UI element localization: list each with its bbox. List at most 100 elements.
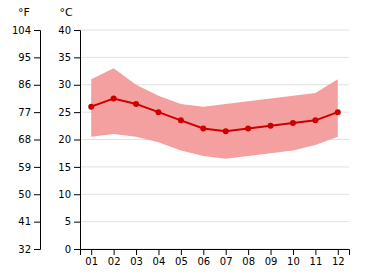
point <box>223 128 229 134</box>
axis-title: °C <box>59 6 73 19</box>
tick-label: 04 <box>153 256 166 267</box>
tick-label: 08 <box>242 256 255 267</box>
tick-mark <box>114 249 115 255</box>
tick-mark <box>158 249 159 255</box>
grid-line <box>80 57 349 58</box>
tick-mark <box>74 222 80 223</box>
grid-line <box>80 30 349 31</box>
tick-mark <box>203 249 204 255</box>
tick-mark <box>74 112 80 113</box>
tick: 40 <box>58 25 80 36</box>
tick: 10 <box>58 189 80 200</box>
point <box>200 126 206 132</box>
tick: 02 <box>108 249 121 267</box>
tick: 59 <box>18 162 40 173</box>
tick-mark <box>181 249 182 255</box>
tick-label: 77 <box>18 107 31 118</box>
point <box>88 104 94 110</box>
tick-mark <box>74 249 80 250</box>
grid <box>80 30 349 249</box>
tick-label: 86 <box>18 79 31 90</box>
tick-label: 12 <box>332 256 345 267</box>
tick-mark <box>136 249 137 255</box>
tick-label: 41 <box>18 216 31 227</box>
tick-mark <box>248 249 249 255</box>
tick: 01 <box>85 249 98 267</box>
tick-label: 09 <box>265 256 278 267</box>
tick-label: 15 <box>58 162 71 173</box>
tick-mark <box>271 249 272 255</box>
tick-label: 104 <box>12 25 31 36</box>
tick-label: 40 <box>58 25 71 36</box>
tick: 50 <box>18 189 40 200</box>
tick-label: 50 <box>18 189 31 200</box>
tick-label: 10 <box>58 189 71 200</box>
plot-area: 0102030405060708091011120510152025303540… <box>12 6 350 267</box>
tick-label: 68 <box>18 134 31 145</box>
tick-mark <box>34 85 40 86</box>
tick: 95 <box>18 52 40 63</box>
tick-label: 07 <box>220 256 233 267</box>
tick: 20 <box>58 134 80 145</box>
grid-line <box>80 194 349 195</box>
tick: 11 <box>310 249 323 267</box>
tick-label: 06 <box>197 256 210 267</box>
tick-mark <box>74 194 80 195</box>
y-axis-celsius: 0510152025303540 <box>58 25 80 255</box>
range-band <box>91 68 338 158</box>
tick-label: 5 <box>65 216 71 227</box>
axis-line <box>81 250 350 256</box>
tick: 32 <box>18 244 40 255</box>
tick-mark <box>34 167 40 168</box>
chart: 0102030405060708091011120510152025303540… <box>0 0 365 273</box>
tick-mark <box>34 249 40 250</box>
tick-label: 30 <box>58 79 71 90</box>
tick: 41 <box>18 216 40 227</box>
point <box>335 109 341 115</box>
tick-label: 01 <box>85 256 98 267</box>
tick-label: 20 <box>58 134 71 145</box>
tick-mark <box>34 57 40 58</box>
tick: 86 <box>18 79 40 90</box>
tick-mark <box>91 249 92 255</box>
point <box>268 123 274 129</box>
tick-mark <box>34 194 40 195</box>
tick: 30 <box>58 79 80 90</box>
tick-label: 10 <box>287 256 300 267</box>
x-axis: 010203040506070809101112 <box>81 249 350 267</box>
tick-label: 0 <box>65 244 71 255</box>
tick: 77 <box>18 107 40 118</box>
tick: 5 <box>65 216 80 227</box>
tick-label: 59 <box>18 162 31 173</box>
tick: 10 <box>287 249 300 267</box>
point <box>178 117 184 123</box>
point <box>245 126 251 132</box>
y-axis-fahrenheit: 32 41 50 59 68 77 86 95 104 <box>12 25 41 255</box>
grid-line <box>80 221 349 222</box>
tick-label: 02 <box>108 256 121 267</box>
tick-mark <box>74 57 80 58</box>
axis-line <box>74 31 81 250</box>
tick-label: 05 <box>175 256 188 267</box>
tick-mark <box>226 249 227 255</box>
tick: 12 <box>332 249 345 267</box>
tick-label: 11 <box>310 256 323 267</box>
tick: 05 <box>175 249 188 267</box>
point <box>111 95 117 101</box>
tick-mark <box>34 30 40 31</box>
tick-label: 25 <box>58 107 71 118</box>
tick-mark <box>34 222 40 223</box>
grid-line <box>80 166 349 167</box>
tick: 09 <box>265 249 278 267</box>
tick-mark <box>34 140 40 141</box>
tick: 04 <box>153 249 166 267</box>
tick-mark <box>74 167 80 168</box>
tick-mark <box>34 112 40 113</box>
tick: 0 <box>65 244 80 255</box>
tick-mark <box>74 30 80 31</box>
tick: 06 <box>197 249 210 267</box>
marks <box>88 68 341 158</box>
tick: 15 <box>58 162 80 173</box>
point <box>312 117 318 123</box>
tick-label: 95 <box>18 52 31 63</box>
